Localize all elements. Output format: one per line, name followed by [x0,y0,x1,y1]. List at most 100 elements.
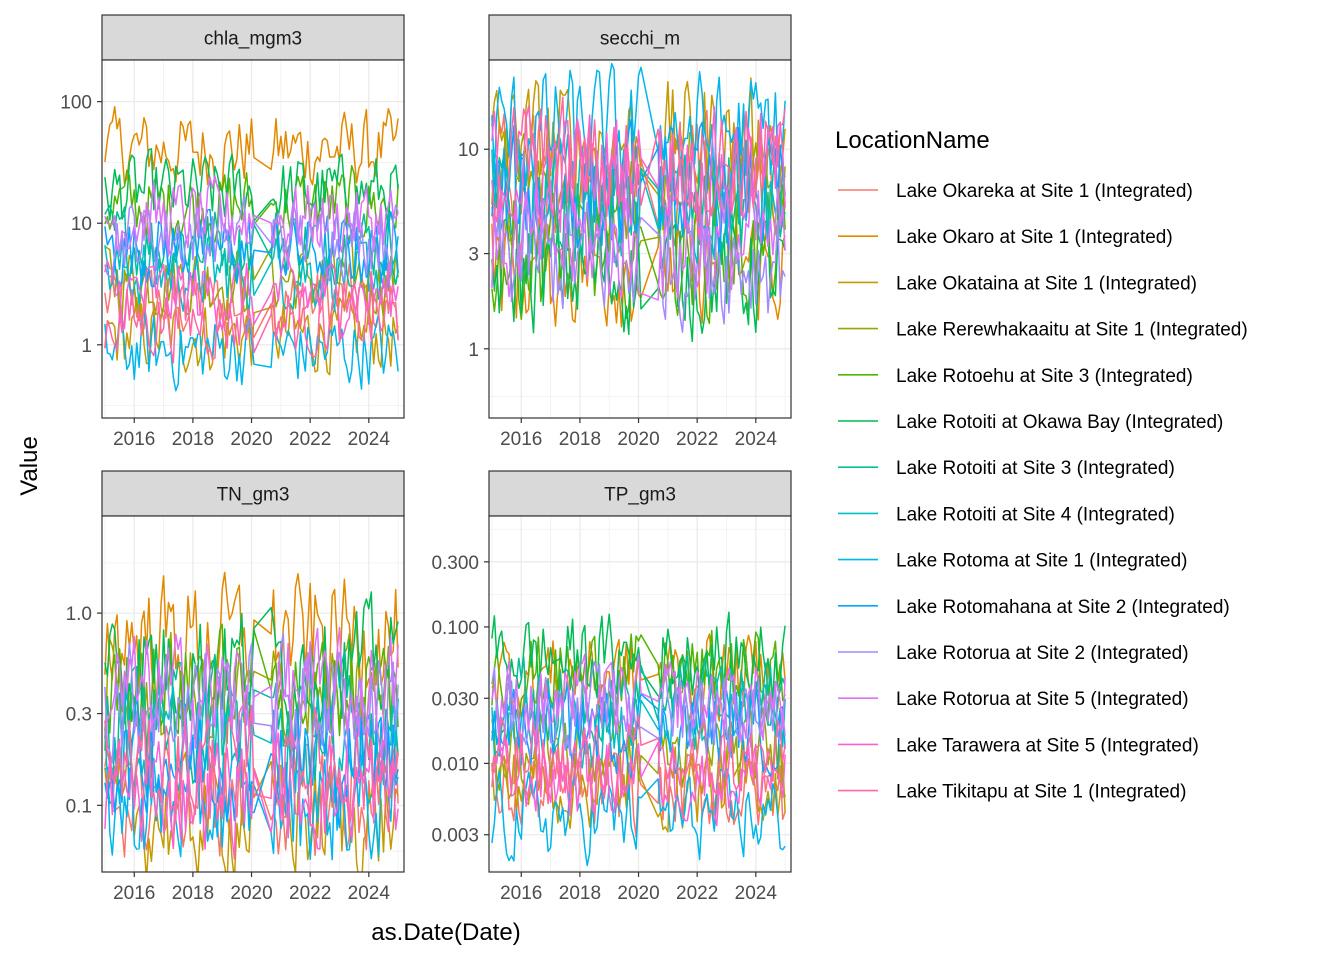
panel-TN_gm3: TN_gm3 0.1 0.3 1.0 2016 2018 2020 2022 2024 [66,470,405,904]
y-tick-label: 0.003 [431,826,479,847]
y-axis-title: Value [16,436,43,496]
series-line-14 [104,281,399,364]
y-tick-label: 0.1 [66,796,92,817]
series-line-9 [104,310,399,392]
x-tick-label: 2018 [559,883,601,904]
panel-border [488,59,792,419]
x-tick-label: 2024 [735,429,778,450]
strip-label: chla_mgm3 [204,29,302,50]
x-tick-label: 2020 [230,429,272,450]
x-tick-label: 2018 [559,429,601,450]
series-line-10 [491,118,786,257]
series-line-14 [104,704,399,833]
series-line-13 [491,727,786,827]
legend-label-5: Lake Rotoehu at Site 3 (Integrated) [896,366,1193,387]
legend-label-11: Lake Rotorua at Site 2 (Integrated) [896,643,1189,664]
series-line-12 [104,175,399,257]
legend-label-3: Lake Okataina at Site 1 (Integrated) [896,273,1197,294]
legend-label-8: Lake Rotoiti at Site 4 (Integrated) [896,504,1175,525]
strip-chla_mgm3 [101,14,405,61]
x-tick-label: 2024 [348,883,391,904]
panel-chla_mgm3: chla_mgm3 1 10 100 2016 2018 2020 2022 2024 [60,14,405,450]
y-tick-label: 0.300 [431,553,479,574]
series-line-11 [104,195,399,282]
series-line-11 [491,661,786,757]
legend-label-13: Lake Tarawera at Site 5 (Integrated) [896,735,1199,756]
x-tick-label: 2016 [500,429,542,450]
series-line-7 [104,204,399,288]
x-tick-label: 2018 [172,883,214,904]
series-group [104,571,399,872]
legend-label-6: Lake Rotoiti at Okawa Bay (Integrated) [896,412,1223,433]
series-line-8 [104,684,399,815]
x-tick-label: 2020 [617,429,659,450]
series-line-10 [104,208,399,289]
x-tick-label: 2022 [289,429,331,450]
y-tick-label: 1 [468,340,479,361]
y-tick-label: 1 [81,336,92,357]
x-tick-label: 2024 [348,429,391,450]
legend: LocationName Lake Okareka at Site 1 (Inte… [835,127,1248,803]
strip-label: TN_gm3 [217,485,290,506]
y-tick-label: 0.030 [431,689,479,710]
legend-label-4: Lake Rerewhakaaitu at Site 1 (Integrated… [896,320,1248,341]
x-tick-label: 2016 [113,883,155,904]
y-tick-label: 1.0 [66,604,92,625]
legend-label-2: Lake Okaro at Site 1 (Integrated) [896,227,1173,248]
series-line-7 [491,143,786,270]
y-tick-label: 0.010 [431,754,479,775]
y-tick-label: 0.3 [66,705,92,726]
series-line-3 [104,291,399,376]
panel-border [101,515,405,873]
legend-label-12: Lake Rotorua at Site 5 (Integrated) [896,689,1189,710]
series-line-14 [491,713,786,809]
series-line-12 [491,180,786,301]
y-tick-label: 10 [458,140,479,161]
series-line-12 [491,653,786,744]
x-tick-label: 2016 [113,429,155,450]
y-tick-label: 100 [60,93,92,114]
x-tick-label: 2020 [617,883,659,904]
strip-label: TP_gm3 [604,485,676,506]
panel-border [488,515,792,873]
series-line-6 [104,591,399,727]
strip-secchi_m [488,14,792,61]
series-group [491,611,786,867]
series-group [491,62,786,343]
legend-label-14: Lake Tikitapu at Site 1 (Integrated) [896,782,1186,803]
panel-TP_gm3: TP_gm3 0.003 0.010 0.030 0.100 0.300 2016 2018 2… [431,470,792,904]
series-line-5 [491,629,786,726]
legend-title: LocationName [835,127,990,154]
series-line-13 [104,248,399,340]
x-tick-label: 2018 [172,429,214,450]
series-line-12 [104,626,399,759]
legend-label-1: Lake Okareka at Site 1 (Integrated) [896,181,1193,202]
legend-label-9: Lake Rotoma at Site 1 (Integrated) [896,551,1188,572]
series-line-13 [104,732,399,860]
y-tick-label: 3 [468,245,479,266]
series-line-9 [491,767,786,867]
legend-label-7: Lake Rotoiti at Site 3 (Integrated) [896,458,1175,479]
x-tick-label: 2022 [289,883,331,904]
y-tick-label: 0.100 [431,618,479,639]
x-axis-title: as.Date(Date) [371,919,520,946]
series-line-3 [104,751,399,872]
strip-TP_gm3 [488,470,792,517]
x-tick-label: 2024 [735,883,778,904]
x-tick-label: 2016 [500,883,542,904]
series-group [104,106,399,392]
x-tick-label: 2022 [676,883,718,904]
panel-secchi_m: secchi_m 1 3 10 2016 2018 2020 2022 2024 [458,14,792,450]
strip-label: secchi_m [600,29,680,50]
series-line-9 [491,62,786,192]
strip-TN_gm3 [101,470,405,517]
legend-label-10: Lake Rotomahana at Site 2 (Integrated) [896,597,1230,618]
series-line-2 [491,197,786,328]
series-line-14 [491,96,786,224]
x-tick-label: 2020 [230,883,272,904]
panel-border [101,59,405,419]
y-tick-label: 10 [71,214,92,235]
x-tick-label: 2022 [676,429,718,450]
